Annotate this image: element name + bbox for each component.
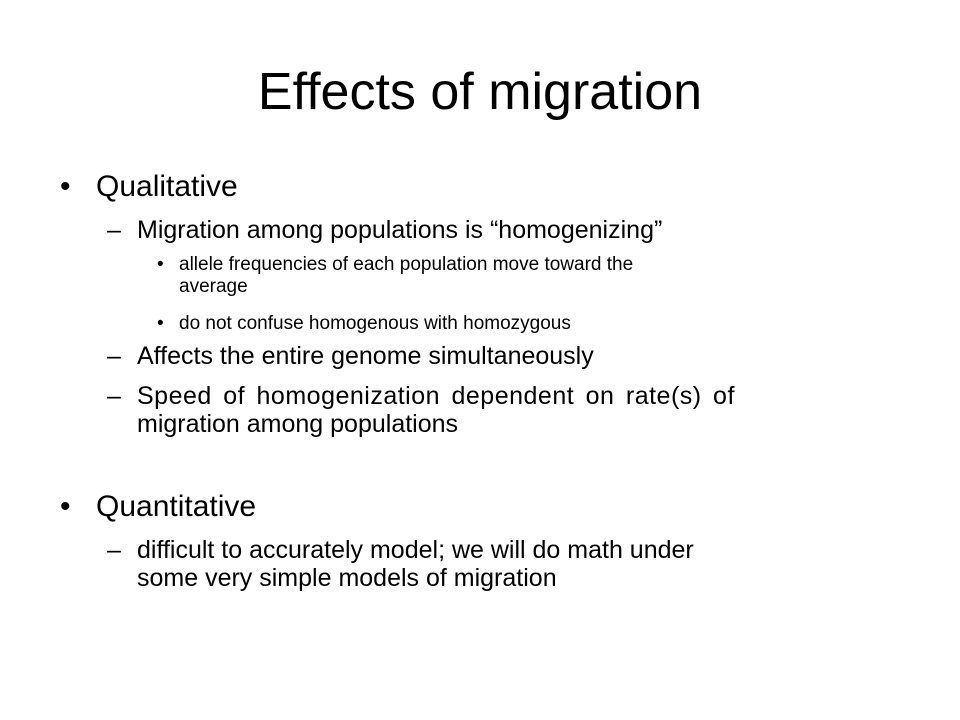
- section-heading: Qualitative: [96, 170, 238, 203]
- section-heading: Quantitative: [96, 490, 257, 523]
- bullet-qualitative: • Qualitative: [60, 169, 920, 205]
- slide-title: Effects of migration: [257, 63, 703, 121]
- subbullet-difficult-model: – difficult to accurately model; we will…: [107, 536, 907, 592]
- bullet-dot: •: [60, 170, 71, 203]
- point-line: Speed of homogenization dependent on rat…: [137, 382, 735, 410]
- bullet-dot: •: [60, 490, 71, 523]
- bullet-dot: •: [157, 254, 164, 275]
- subpoint-line: average: [179, 276, 248, 297]
- subsubbullet-homogenous: • do not confuse homogenous with homozyg…: [157, 313, 877, 335]
- subbullet-entire-genome: – Affects the entire genome simultaneous…: [107, 342, 907, 370]
- point-line: some very simple models of migration: [137, 564, 557, 592]
- dash-marker: –: [107, 536, 121, 564]
- subpoint-line: do not confuse homogenous with homozygou…: [179, 313, 571, 334]
- subpoint-line: allele frequencies of each population mo…: [179, 254, 634, 275]
- bullet-quantitative: • Quantitative: [60, 489, 920, 525]
- dash-marker: –: [107, 382, 121, 410]
- point-line: difficult to accurately model; we will d…: [137, 536, 694, 564]
- dash-marker: –: [107, 216, 121, 244]
- point-text: Affects the entire genome simultaneously: [137, 342, 594, 370]
- bullet-dot: •: [157, 313, 164, 334]
- dash-marker: –: [107, 342, 121, 370]
- subbullet-homogenizing: – Migration among populations is “homoge…: [107, 216, 907, 244]
- subsubbullet-allele-frequencies: • allele frequencies of each population …: [157, 254, 877, 298]
- point-line: migration among populations: [137, 410, 459, 438]
- subbullet-speed: – Speed of homogenization dependent on r…: [107, 382, 907, 438]
- point-text: Migration among populations is “homogeni…: [137, 216, 663, 244]
